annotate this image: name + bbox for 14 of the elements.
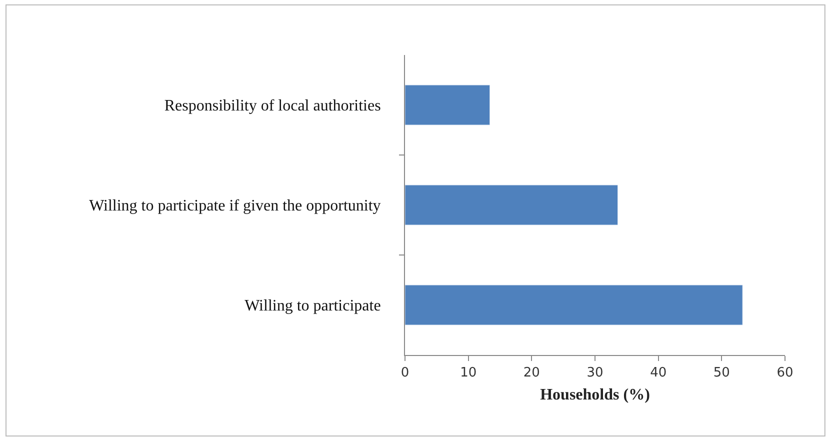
bar	[405, 84, 490, 126]
x-tick-label: 10	[460, 366, 477, 381]
x-tick-label: 20	[523, 366, 540, 381]
bar	[405, 284, 743, 326]
x-tick-label: 50	[713, 366, 730, 381]
y-tick-label: Willing to participate	[244, 298, 381, 315]
x-axis-title: Households (%)	[540, 386, 650, 404]
y-tick-label: Responsibility of local authorities	[164, 98, 381, 115]
x-tick-label: 60	[776, 366, 794, 381]
y-tick-label: Willing to participate if given the opportunity	[89, 198, 381, 215]
x-tick-label: 30	[586, 366, 604, 381]
x-tick-label: 0	[400, 366, 410, 381]
x-tick-label: 40	[650, 366, 667, 381]
bar	[405, 184, 618, 226]
